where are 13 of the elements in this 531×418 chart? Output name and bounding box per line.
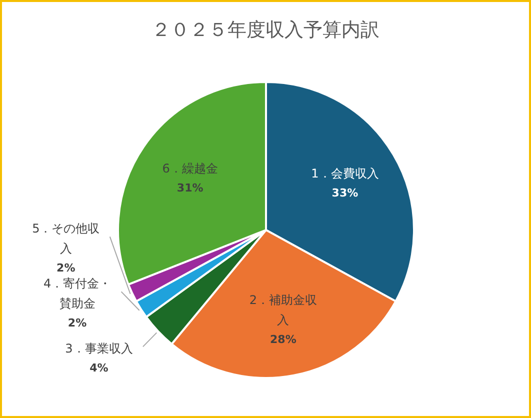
slice-label: 3．事業収入 [65, 342, 133, 356]
data-label: 2% [68, 316, 87, 330]
slice-label: 4．寄付金・賛助金 [43, 276, 112, 311]
slice-label: 5．その他収入 [32, 222, 100, 256]
data-label: 33% [332, 186, 358, 200]
data-label: 4% [90, 362, 108, 375]
chart-title: ２０２５年度収入予算内訳 [152, 19, 380, 41]
data-label: 31% [176, 181, 204, 194]
slice-label: 6．繰越金 [162, 161, 218, 176]
data-label: 2% [56, 262, 76, 275]
slice-label: 2．補助金収入 [249, 293, 318, 328]
slice-label: 1．会費収入 [311, 166, 379, 180]
data-label: 28% [270, 333, 296, 346]
